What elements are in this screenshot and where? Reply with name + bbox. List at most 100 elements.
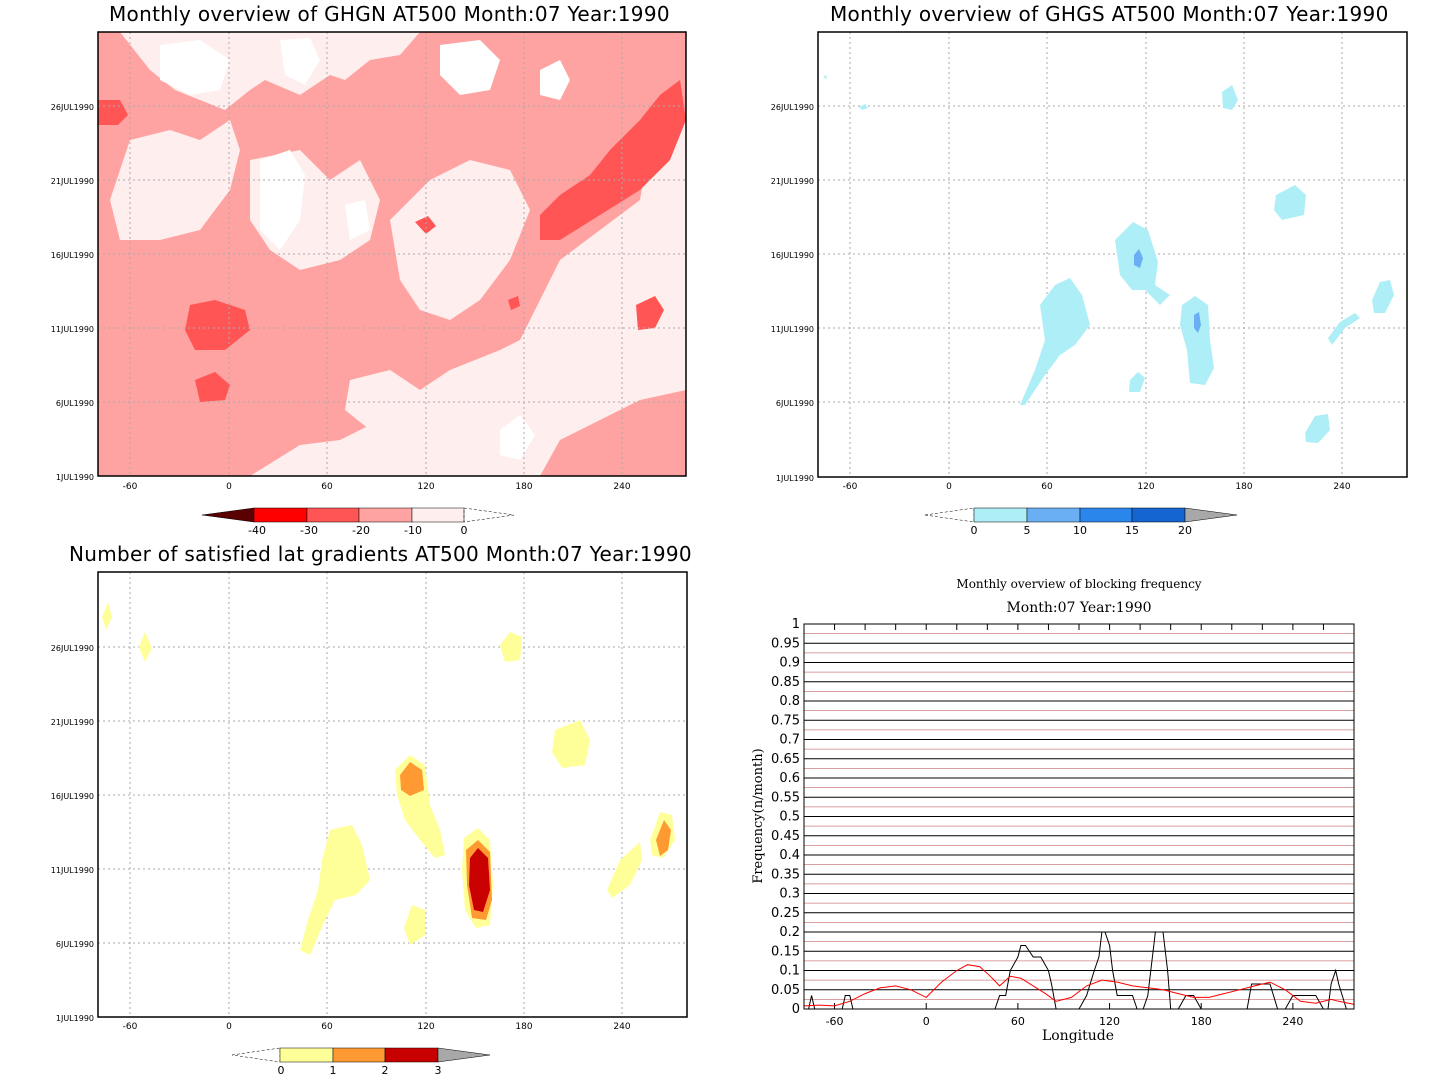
ghgn-frame (97, 31, 687, 477)
ghgn-x-tick: 180 (515, 482, 532, 492)
ghgs-y-tick: 21JUL1990 (771, 177, 814, 186)
freq-series-line-red (803, 964, 1355, 1007)
ghgs-core (1194, 312, 1201, 333)
nsat-x-tick: 0 (226, 1022, 232, 1032)
ghgn-cb-tri-low (201, 507, 255, 523)
ghgs-x-tick: 120 (1137, 482, 1154, 492)
ghgn-light-e (345, 370, 420, 430)
nsat-y-tick: 16JUL1990 (51, 792, 94, 801)
ghgn-plot: -60 0 60 120 180 240 1JUL1990 6JUL1990 1… (51, 31, 687, 537)
ghgs-blob (1020, 278, 1090, 405)
ghgs-blob (1305, 414, 1330, 443)
freq-y-tick: 0.5 (779, 810, 800, 825)
ghgn-x-tick: 240 (613, 482, 630, 492)
nsat-cb-seg (332, 1047, 386, 1063)
nsat-plot: -60 0 60 120 180 240 1JUL1990 6JUL1990 1… (51, 571, 688, 1077)
ghgs-cb-seg (1131, 507, 1186, 523)
freq-y-tick: 0.7 (779, 733, 800, 748)
freq-y-tick: 0.55 (771, 790, 800, 805)
ghgn-light-c (390, 160, 530, 320)
nsat-y-tick: 6JUL1990 (56, 940, 94, 949)
nsat-field-high (469, 848, 490, 912)
freq-y-tick: 0.1 (779, 964, 800, 979)
ghgs-y-tick: 11JUL1990 (771, 325, 814, 334)
ghgs-cb-seg (1026, 507, 1081, 523)
ghgs-cb-label: 10 (1073, 524, 1087, 537)
ghgn-title: Monthly overview of GHGN AT500 Month:07 … (109, 2, 670, 26)
ghgn-dark-a (540, 80, 686, 240)
nsat-y-tick: 1JUL1990 (56, 1014, 94, 1023)
nsat-x-tick: 180 (515, 1022, 532, 1032)
ghgs-y-tick: 16JUL1990 (771, 251, 814, 260)
ghgs-y-tick: 6JUL1990 (776, 399, 814, 408)
freq-grid (804, 623, 1354, 1010)
ghgn-x-tick: 60 (321, 482, 333, 492)
ghgn-cb-tri-high (463, 507, 515, 523)
ghgn-y-tick: 16JUL1990 (51, 251, 94, 260)
freq-y-tick: 0.35 (771, 867, 800, 882)
ghgs-frame (817, 31, 1408, 478)
ghgn-dark-f (415, 216, 436, 234)
freq-y-tick: 0.05 (771, 983, 800, 998)
nsat-grid (98, 572, 687, 1017)
nsat-cb-label: 0 (278, 1064, 285, 1077)
ghgn-field (98, 32, 686, 476)
ghgn-white-c (260, 150, 305, 250)
ghgn-dark-b (185, 300, 250, 350)
ghgs-blob (859, 104, 868, 110)
ghgn-dark-d (98, 100, 128, 125)
ghgs-title: Monthly overview of GHGS AT500 Month:07 … (830, 2, 1389, 26)
ghgn-y-tick: 11JUL1990 (51, 325, 94, 334)
freq-y-tick: 0.65 (771, 752, 800, 767)
nsat-blob (500, 632, 522, 662)
ghgn-cb-seg (358, 507, 413, 523)
nsat-blob (552, 720, 590, 768)
nsat-frame (97, 571, 688, 1018)
nsat-field-low (102, 602, 675, 955)
ghgs-plot: -60 0 60 120 180 240 1JUL1990 6JUL1990 1… (771, 31, 1408, 537)
ghgn-cb-label: -40 (248, 524, 266, 537)
freq-title: Monthly overview of blocking frequency (956, 577, 1201, 591)
nsat-cb-label: 3 (435, 1064, 442, 1077)
freq-y-tick: 0.6 (779, 771, 800, 786)
ghgs-cb-label: 5 (1024, 524, 1031, 537)
freq-x-ticks: -60 0 60 120 180 240 (826, 1003, 1303, 1028)
ghgs-blob (1180, 296, 1214, 385)
ghgs-y-ticks: 1JUL1990 6JUL1990 11JUL1990 16JUL1990 21… (771, 103, 814, 483)
freq-y-tick: 0.95 (771, 636, 800, 651)
ghgs-x-ticks: -60 0 60 120 180 240 (843, 482, 1351, 492)
ghgn-y-tick: 1JUL1990 (56, 473, 94, 482)
ghgn-x-ticks: -60 0 60 120 180 240 (123, 482, 631, 492)
freq-y-tick: 0.45 (771, 829, 800, 844)
ghgn-dark-c (195, 372, 230, 402)
freq-y-tick: 0.3 (779, 887, 800, 902)
ghgn-cb-label: -20 (352, 524, 370, 537)
freq-x-tick: -60 (826, 1015, 844, 1028)
ghgn-x-tick: -60 (123, 482, 138, 492)
ghgs-cb-seg (973, 507, 1028, 523)
nsat-blob (404, 905, 425, 945)
ghgn-y-tick: 6JUL1990 (56, 399, 94, 408)
ghgs-x-tick: 240 (1333, 482, 1350, 492)
nsat-x-tick: 60 (321, 1022, 333, 1032)
freq-y-tick: 0 (792, 1002, 800, 1017)
ghgn-dark-g (508, 296, 520, 310)
ghgs-x-tick: 60 (1041, 482, 1053, 492)
ghgn-white-b (280, 38, 320, 85)
ghgn-colorbar: -40 -30 -20 -10 0 (201, 507, 515, 537)
ghgn-y-ticks: 1JUL1990 6JUL1990 11JUL1990 16JUL1990 21… (51, 103, 94, 482)
freq-x-tick: 0 (923, 1015, 930, 1028)
ghgn-cb-label: -30 (300, 524, 318, 537)
ghgs-blob (1129, 372, 1145, 392)
freq-y-tick: 0.8 (779, 694, 800, 709)
freq-subtitle: Month:07 Year:1990 (1006, 600, 1151, 616)
ghgs-blob (823, 75, 827, 79)
nsat-colorbar: 0 1 2 3 (231, 1047, 491, 1077)
ghgn-cb-label: 0 (461, 524, 468, 537)
ghgs-cb-label: 0 (971, 524, 978, 537)
freq-x-tick: 240 (1282, 1015, 1303, 1028)
nsat-blob (139, 632, 152, 662)
nsat-blob (607, 842, 642, 898)
nsat-y-ticks: 1JUL1990 6JUL1990 11JUL1990 16JUL1990 21… (51, 644, 94, 1023)
freq-xlabel: Longitude (1042, 1028, 1114, 1044)
